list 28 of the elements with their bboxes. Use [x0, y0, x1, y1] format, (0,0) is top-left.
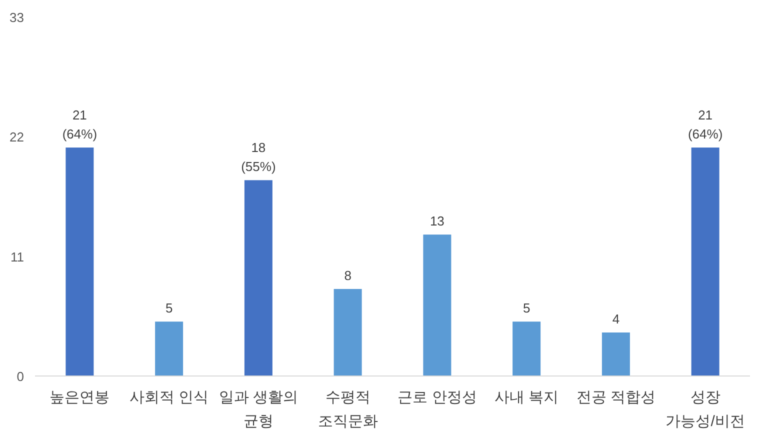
data-label: 8: [344, 268, 352, 283]
bar: [244, 180, 272, 376]
bar: [66, 148, 94, 376]
data-label: 5: [522, 300, 530, 316]
data-label: 18 (55%): [241, 140, 276, 174]
data-label: 21 (64%): [688, 108, 723, 142]
bar: [602, 332, 630, 376]
x-tick-label: 사내 복지: [494, 389, 559, 406]
x-tick-label: 전공 적합성: [576, 389, 656, 406]
bar: [512, 322, 541, 376]
data-label: 4: [612, 311, 620, 326]
y-tick-label: 11: [10, 249, 24, 264]
bar: [691, 148, 720, 376]
data-label: 13: [430, 214, 444, 229]
x-tick-label: 일과 생활의 균형: [218, 389, 298, 430]
bar: [334, 288, 362, 376]
bar: [423, 234, 452, 376]
data-label: 21 (64%): [62, 108, 98, 142]
x-tick-label: 수평적 조직문화: [318, 389, 378, 430]
y-tick-label: 0: [16, 369, 24, 384]
bar: [155, 322, 184, 376]
y-tick-label: 33: [10, 10, 24, 25]
x-tick-label: 사회적 인식: [129, 389, 209, 406]
y-tick-label: 22: [10, 130, 24, 145]
data-label: 5: [165, 300, 173, 316]
x-tick-label: 근로 안정성: [398, 389, 477, 406]
x-tick-label: 높은연봉: [50, 389, 110, 406]
x-tick-label: 성장 가능성/비전: [666, 389, 745, 430]
